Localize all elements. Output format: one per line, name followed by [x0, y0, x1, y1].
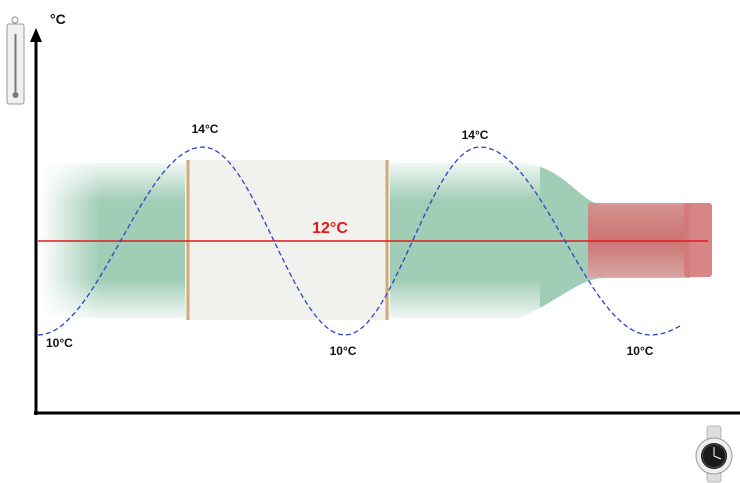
reference-label: 12°C	[312, 220, 348, 237]
watch-icon	[695, 425, 733, 483]
point-label: 10°C	[46, 336, 73, 350]
y-axis-unit: °C	[50, 11, 66, 27]
point-label: 10°C	[330, 344, 357, 358]
point-label: 14°C	[462, 128, 489, 142]
point-label: 14°C	[192, 122, 219, 136]
axes: °C	[30, 11, 740, 415]
temperature-curve	[37, 146, 681, 336]
y-axis-arrow	[30, 28, 42, 42]
thermometer-icon	[6, 16, 25, 105]
bottle-capsule	[588, 203, 688, 277]
wine-bottle-illustration	[40, 160, 712, 320]
point-label: 10°C	[627, 344, 654, 358]
bottle-label	[185, 160, 390, 320]
